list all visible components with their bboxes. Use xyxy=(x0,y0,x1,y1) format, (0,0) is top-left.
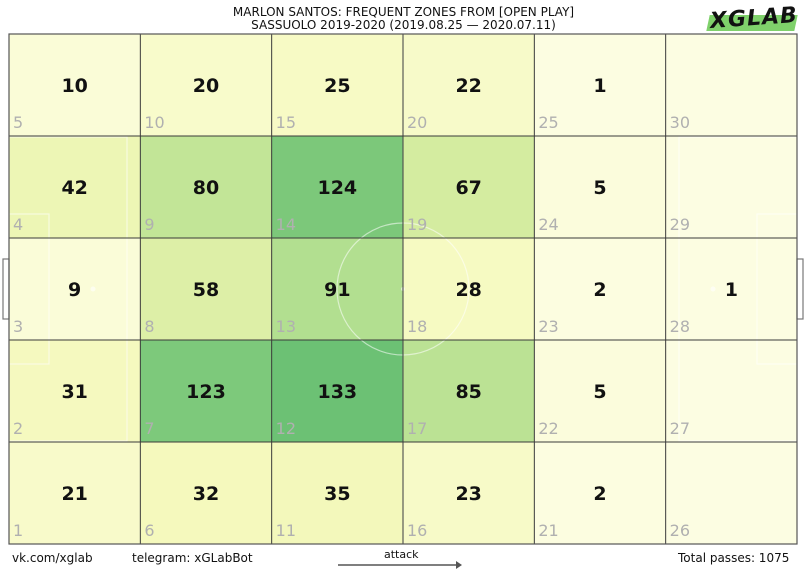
zone-number-label: 9 xyxy=(144,215,154,234)
zone-cell xyxy=(271,34,403,136)
zone-cell xyxy=(534,340,666,442)
zone-cell xyxy=(140,136,272,238)
zone-cell xyxy=(140,442,272,544)
zone-cell xyxy=(534,442,666,544)
zone-number-label: 20 xyxy=(407,113,427,132)
zone-number-label: 4 xyxy=(13,215,23,234)
zone-cell xyxy=(271,442,403,544)
zone-count-label: 91 xyxy=(324,279,350,301)
zone-cell xyxy=(403,442,535,544)
zone-number-label: 12 xyxy=(276,419,296,438)
zone-count-label: 10 xyxy=(61,75,87,97)
zone-count-label: 32 xyxy=(193,483,219,505)
zone-number-label: 19 xyxy=(407,215,427,234)
zone-number-label: 8 xyxy=(144,317,154,336)
zone-cell xyxy=(9,136,141,238)
zone-number-label: 24 xyxy=(538,215,558,234)
zone-number-label: 7 xyxy=(144,419,154,438)
zone-number-label: 1 xyxy=(13,521,23,540)
zone-cell xyxy=(403,136,535,238)
zone-cell xyxy=(140,34,272,136)
zone-cell xyxy=(665,238,797,340)
zone-number-label: 27 xyxy=(670,419,690,438)
zone-cell xyxy=(140,238,272,340)
zone-count-label: 2 xyxy=(593,483,606,505)
zone-count-label: 85 xyxy=(455,381,481,403)
zone-count-label: 9 xyxy=(68,279,81,301)
zone-number-label: 14 xyxy=(276,215,296,234)
left-goal xyxy=(2,258,10,320)
zone-count-label: 124 xyxy=(317,177,357,199)
zone-count-label: 35 xyxy=(324,483,350,505)
total-passes: Total passes: 1075 xyxy=(678,551,790,565)
zone-number-label: 28 xyxy=(670,317,690,336)
zone-number-label: 5 xyxy=(13,113,23,132)
zone-count-label: 1 xyxy=(593,75,606,97)
zone-count-label: 25 xyxy=(324,75,350,97)
zone-number-label: 25 xyxy=(538,113,558,132)
right-penalty-spot xyxy=(710,286,716,292)
zone-count-label: 58 xyxy=(193,279,219,301)
zone-number-label: 22 xyxy=(538,419,558,438)
chart-subtitle: SASSUOLO 2019-2020 (2019.08.25 — 2020.07… xyxy=(251,18,556,32)
attack-label: attack xyxy=(384,548,419,561)
zone-number-label: 26 xyxy=(670,521,690,540)
zone-cell xyxy=(403,34,535,136)
zone-number-label: 2 xyxy=(13,419,23,438)
zone-count-label: 23 xyxy=(455,483,481,505)
zone-number-label: 16 xyxy=(407,521,427,540)
zone-cell xyxy=(665,136,797,238)
zone-cell xyxy=(534,34,666,136)
zone-cell xyxy=(665,34,797,136)
zone-cell xyxy=(9,442,141,544)
zone-count-label: 123 xyxy=(186,381,226,403)
zone-count-label: 80 xyxy=(193,177,219,199)
zone-cell xyxy=(9,34,141,136)
zone-number-label: 6 xyxy=(144,521,154,540)
zone-number-label: 13 xyxy=(276,317,296,336)
zone-number-label: 23 xyxy=(538,317,558,336)
zone-count-label: 5 xyxy=(593,381,606,403)
zone-count-label: 42 xyxy=(61,177,87,199)
zone-count-label: 20 xyxy=(193,75,219,97)
zone-cell xyxy=(9,340,141,442)
zone-count-label: 22 xyxy=(455,75,481,97)
pitch-border xyxy=(8,33,798,545)
zone-count-label: 21 xyxy=(61,483,87,505)
zone-cell xyxy=(140,340,272,442)
zone-count-label: 31 xyxy=(61,381,87,403)
zone-count-label: 1 xyxy=(725,279,738,301)
zone-number-label: 18 xyxy=(407,317,427,336)
zone-number-label: 3 xyxy=(13,317,23,336)
zone-number-label: 30 xyxy=(670,113,690,132)
left-penalty-spot xyxy=(90,286,96,292)
zone-cell xyxy=(271,136,403,238)
chart-title: MARLON SANTOS: FREQUENT ZONES FROM [OPEN… xyxy=(232,5,575,19)
zone-count-label: 28 xyxy=(455,279,481,301)
zone-cell xyxy=(665,340,797,442)
zone-count-label: 67 xyxy=(455,177,481,199)
zone-cell xyxy=(271,340,403,442)
zone-count-label: 133 xyxy=(317,381,357,403)
footer-telegram[interactable]: telegram: xGLabBot xyxy=(132,551,253,565)
zone-number-label: 15 xyxy=(276,113,296,132)
zone-count-label: 5 xyxy=(593,177,606,199)
zone-number-label: 17 xyxy=(407,419,427,438)
zone-cell xyxy=(9,238,141,340)
zone-number-label: 11 xyxy=(276,521,296,540)
footer-vk-link[interactable]: vk.com/xglab xyxy=(12,551,93,565)
zone-cell xyxy=(534,238,666,340)
zone-cell xyxy=(665,442,797,544)
zone-cell xyxy=(534,136,666,238)
zone-cell xyxy=(403,340,535,442)
zone-count-label: 2 xyxy=(593,279,606,301)
zone-number-label: 29 xyxy=(670,215,690,234)
right-goal xyxy=(796,258,804,320)
attack-arrow-icon xyxy=(338,561,462,569)
zone-number-label: 21 xyxy=(538,521,558,540)
zone-number-label: 10 xyxy=(144,113,164,132)
